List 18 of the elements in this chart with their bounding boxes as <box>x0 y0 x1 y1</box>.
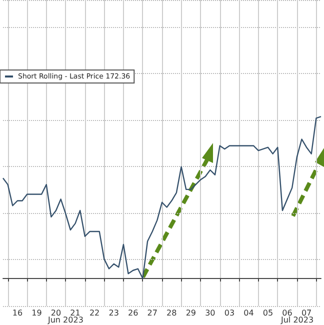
x-tick-label: 27 <box>147 308 158 318</box>
x-tick-label: 28 <box>166 308 177 318</box>
x-tick-label: 22 <box>89 308 100 318</box>
x-tick-label: 03 <box>224 308 235 318</box>
x-tick-label: 19 <box>32 308 42 318</box>
x-tick-label: 21 <box>70 308 80 318</box>
x-tick-label: 29 <box>186 308 196 318</box>
x-tick-label: 05 <box>262 308 274 318</box>
x-tick-label: 20 <box>50 308 62 318</box>
x-tick-label: 26 <box>128 308 138 318</box>
x-tick-label: 07 <box>301 308 312 318</box>
x-tick-label: 23 <box>108 308 119 318</box>
text: Jun 2023 <box>47 316 84 324</box>
x-tick-label: 04 <box>244 308 254 318</box>
text: Jul 2023 <box>280 316 314 324</box>
x-tick-label: 06 <box>282 308 292 318</box>
x-tick-label: 16 <box>12 308 23 318</box>
x-tick-label: 30 <box>205 308 216 318</box>
